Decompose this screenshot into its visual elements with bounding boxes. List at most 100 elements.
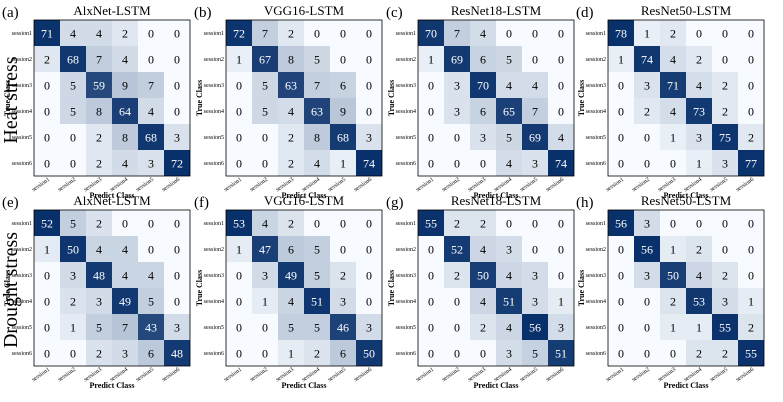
y-tick-label: session1 (586, 31, 606, 37)
x-tick-label: session2 (441, 367, 461, 384)
cell-value: 3 (70, 269, 76, 283)
cell-value: 0 (174, 243, 180, 257)
heatmap-cell (496, 98, 522, 124)
heatmap-cell (356, 288, 382, 314)
y-tick-label: session4 (12, 109, 32, 115)
y-tick-label: session3 (204, 83, 224, 89)
x-tick-label: session1 (31, 177, 51, 194)
cell-value: 1 (428, 53, 434, 67)
y-tick-label: session6 (12, 351, 32, 357)
x-tick-label: session5 (519, 177, 539, 194)
cell-value: 68 (67, 53, 79, 67)
cell-value: 0 (748, 269, 754, 283)
cell-value: 3 (644, 79, 650, 93)
cell-value: 56 (615, 217, 627, 231)
cell-value: 48 (171, 347, 183, 361)
y-tick-label: session4 (586, 109, 606, 115)
cell-value: 0 (558, 105, 564, 119)
heatmap-cell (304, 46, 330, 72)
y-tick-label: session4 (204, 299, 224, 305)
x-tick-label: session1 (605, 367, 625, 384)
cell-value: 50 (477, 269, 489, 283)
heatmap-cell (86, 98, 112, 124)
heatmap-cell (252, 150, 278, 176)
cell-value: 0 (44, 79, 50, 93)
cell-value: 3 (174, 131, 180, 145)
heatmap-cell (278, 288, 304, 314)
heatmap-cell (304, 340, 330, 366)
cell-value: 2 (670, 295, 676, 309)
heatmap-cell (252, 262, 278, 288)
heatmap-cell (226, 72, 252, 98)
cell-value: 1 (288, 347, 294, 361)
heatmap-cell (138, 150, 164, 176)
cell-value: 0 (532, 243, 538, 257)
heatmap-cell (608, 98, 634, 124)
cell-value: 2 (96, 131, 102, 145)
heatmap-cell (686, 124, 712, 150)
cell-value: 0 (340, 217, 346, 231)
cell-value: 7 (454, 27, 460, 41)
heatmap-cell (278, 210, 304, 236)
heatmap-cell (634, 288, 660, 314)
y-tick-label: session5 (204, 325, 224, 331)
cell-value: 0 (174, 295, 180, 309)
heatmap-cell (112, 210, 138, 236)
cell-value: 3 (722, 295, 728, 309)
cell-value: 0 (236, 131, 242, 145)
heatmap-cell (356, 46, 382, 72)
cell-value: 2 (644, 105, 650, 119)
heatmap-cell (356, 210, 382, 236)
heatmap-cell (278, 124, 304, 150)
heatmap-cell (226, 210, 252, 236)
cell-value: 5 (96, 321, 102, 335)
heatmap-cell (418, 236, 444, 262)
heatmap-cell (548, 46, 574, 72)
cell-value: 5 (532, 347, 538, 361)
panel-title: ResNet18-LSTM (451, 3, 542, 18)
cell-value: 8 (122, 131, 128, 145)
heatmap-cell (304, 236, 330, 262)
x-tick-label: session6 (735, 367, 755, 384)
cell-value: 7 (148, 79, 154, 93)
cell-value: 2 (122, 27, 128, 41)
heatmap-cell (496, 210, 522, 236)
heatmap-cell (634, 150, 660, 176)
y-tick-label: session6 (204, 161, 224, 167)
heatmap-cell (686, 314, 712, 340)
heatmap-cell (634, 20, 660, 46)
heatmap-cell (418, 262, 444, 288)
cell-value: 2 (70, 295, 76, 309)
cell-value: 1 (696, 157, 702, 171)
heatmap-cell (60, 20, 86, 46)
heatmap-cell (226, 124, 252, 150)
heatmap-cell (712, 124, 738, 150)
heatmap-cell (60, 124, 86, 150)
heatmap-cell (496, 124, 522, 150)
heatmap-cell (634, 236, 660, 262)
heatmap-cell (686, 98, 712, 124)
heatmap-cell (608, 20, 634, 46)
cell-value: 3 (696, 131, 702, 145)
heatmap-cell (686, 210, 712, 236)
heatmap-cell (356, 124, 382, 150)
cell-value: 0 (428, 79, 434, 93)
heatmap-cell (660, 340, 686, 366)
heatmap-cell (444, 72, 470, 98)
cell-value: 3 (340, 295, 346, 309)
heatmap-cell (470, 20, 496, 46)
heatmap-cell (522, 20, 548, 46)
cell-value: 51 (503, 295, 515, 309)
heatmap-cell (164, 46, 190, 72)
heatmap-cell (608, 150, 634, 176)
cell-value: 0 (428, 295, 434, 309)
heatmap-cell (164, 340, 190, 366)
cell-value: 64 (119, 105, 131, 119)
heatmap-cell (226, 314, 252, 340)
cell-value: 2 (480, 217, 486, 231)
heatmap-cell (634, 210, 660, 236)
cell-value: 0 (366, 53, 372, 67)
row-label-heat: Heat stress (0, 56, 22, 143)
panel-label: (b) (194, 5, 212, 21)
